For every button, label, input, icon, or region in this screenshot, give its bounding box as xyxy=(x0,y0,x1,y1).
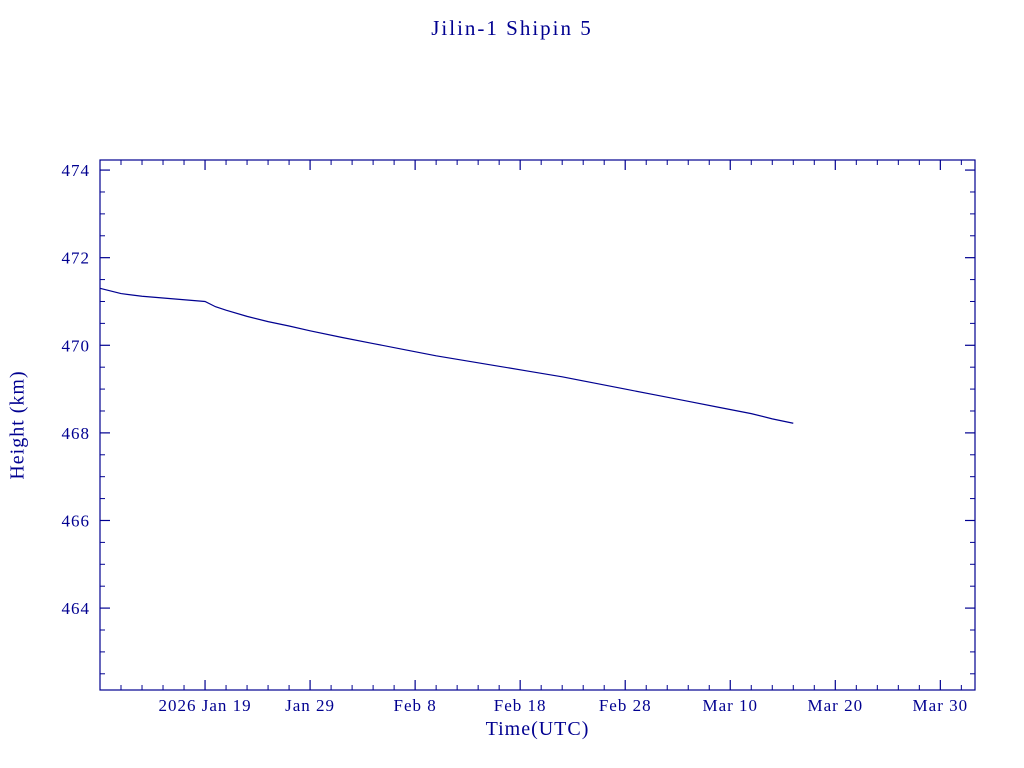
y-tick-label: 472 xyxy=(62,249,91,268)
x-tick-label: Mar 30 xyxy=(913,696,969,715)
y-tick-label: 474 xyxy=(62,161,91,180)
y-tick-label: 470 xyxy=(62,336,91,355)
height-series-line xyxy=(99,287,794,424)
x-tick-label: Feb 18 xyxy=(494,696,547,715)
x-axis-label: Time(UTC) xyxy=(485,718,590,740)
y-tick-label: 464 xyxy=(62,599,91,618)
x-tick-label: Mar 10 xyxy=(702,696,758,715)
y-tick-label: 466 xyxy=(62,511,91,530)
x-tick-label: Feb 28 xyxy=(599,696,652,715)
plot-frame xyxy=(99,159,976,691)
chart-title: Jilin-1 Shipin 5 xyxy=(431,16,593,40)
x-tick-label: Mar 20 xyxy=(808,696,864,715)
x-tick-label: Jan 29 xyxy=(285,696,335,715)
y-axis-label: Height (km) xyxy=(6,370,29,480)
x-tick-label: Feb 8 xyxy=(394,696,437,715)
x-tick-label: 2026 Jan 19 xyxy=(158,696,251,715)
y-tick-label: 468 xyxy=(62,424,91,443)
